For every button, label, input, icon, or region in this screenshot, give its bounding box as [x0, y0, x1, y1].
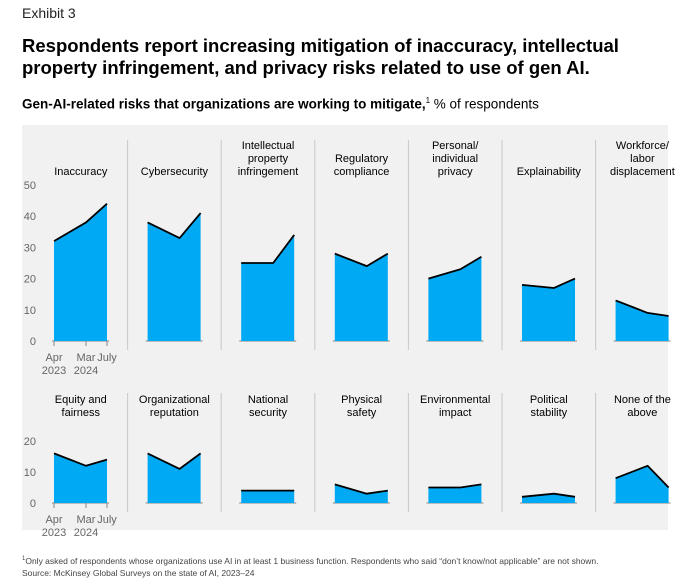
x-tick-label: July	[97, 514, 117, 526]
series-title: Cybersecurity	[141, 166, 209, 178]
series-area	[241, 234, 295, 341]
series-title: above	[627, 407, 657, 419]
series-title: Environmental	[420, 394, 490, 406]
y-tick-label: 30	[24, 242, 36, 254]
series-area	[615, 300, 669, 341]
series-title: National	[248, 394, 288, 406]
series-area	[522, 278, 575, 341]
series-area	[428, 484, 482, 503]
series-title: stability	[530, 407, 567, 419]
footnote: 1Only asked of respondents whose organiz…	[22, 556, 599, 566]
series-title: privacy	[438, 166, 473, 178]
series-title: individual	[432, 153, 478, 165]
y-tick-label: 0	[30, 498, 36, 510]
series-title: property	[248, 153, 289, 165]
chart-subtitle: Gen-AI-related risks that organizations …	[22, 96, 539, 112]
series-area	[54, 453, 107, 503]
series-title: None of the	[614, 394, 671, 406]
x-tick-label: Mar	[77, 352, 96, 364]
y-tick-label: 10	[24, 467, 36, 479]
series-area	[428, 256, 482, 341]
subtitle-unit: % of respondents	[430, 96, 539, 112]
y-tick-label: 20	[24, 274, 36, 286]
chart-title: Respondents report increasing mitigation…	[22, 35, 619, 78]
series-title: Inaccuracy	[54, 166, 108, 178]
series-title: reputation	[150, 407, 199, 419]
y-tick-label: 10	[24, 305, 36, 317]
x-tick-label: Apr	[45, 352, 62, 364]
series-title: Personal/	[432, 140, 479, 152]
footnote-text: Only asked of respondents whose organiza…	[25, 556, 599, 566]
x-tick-label: Apr	[45, 514, 62, 526]
series-title: Regulatory	[335, 153, 389, 165]
series-area	[147, 213, 201, 341]
series-area	[54, 203, 107, 341]
series-title: safety	[347, 407, 377, 419]
series-title: displacement	[610, 166, 675, 178]
footnote-marker: 1	[22, 556, 26, 563]
x-tick-sublabel: 2023	[42, 527, 66, 539]
x-tick-sublabel: 2023	[42, 365, 66, 377]
series-area	[147, 453, 201, 503]
series-title: infringement	[238, 166, 299, 178]
series-title: Explainability	[517, 166, 582, 178]
y-tick-label: 50	[24, 180, 36, 192]
x-tick-label: July	[97, 352, 117, 364]
series-title: fairness	[62, 407, 101, 419]
y-tick-label: 20	[24, 436, 36, 448]
series-area	[615, 465, 669, 503]
subtitle-footnote-ref: 1	[425, 96, 431, 105]
series-title: Intellectual	[242, 140, 295, 152]
x-tick-label: Mar	[77, 514, 96, 526]
series-title: Organizational	[139, 394, 210, 406]
x-tick-sublabel: 2024	[74, 365, 98, 377]
series-title: security	[249, 407, 287, 419]
exhibit-label: Exhibit 3	[22, 5, 76, 21]
series-title: compliance	[334, 166, 390, 178]
series-title: Workforce/	[616, 140, 670, 152]
series-title: impact	[439, 407, 471, 419]
series-area	[241, 490, 295, 503]
x-tick-sublabel: 2024	[74, 527, 98, 539]
series-title: Political	[530, 394, 568, 406]
series-title: Physical	[341, 394, 382, 406]
source-note: Source: McKinsey Global Surveys on the s…	[22, 568, 255, 578]
series-area	[334, 253, 388, 341]
series-title: labor	[630, 153, 655, 165]
y-tick-label: 40	[24, 211, 36, 223]
series-title: Equity and	[55, 394, 107, 406]
y-tick-label: 0	[30, 336, 36, 348]
subtitle-bold: Gen-AI-related risks that organizations …	[22, 96, 426, 112]
